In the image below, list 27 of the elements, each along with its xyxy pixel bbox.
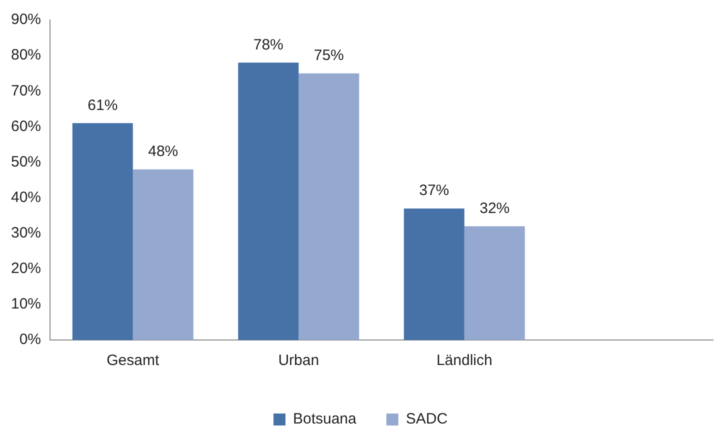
bar	[238, 62, 299, 340]
y-tick-label: 90%	[10, 11, 42, 28]
y-tick-label: 20%	[10, 260, 42, 278]
bar	[298, 73, 360, 340]
legend-label: Botsuana	[292, 410, 358, 428]
data-label: 61%	[88, 96, 118, 114]
x-tick-label: Gesamt	[106, 352, 160, 370]
bar	[464, 226, 525, 340]
data-label: 32%	[480, 200, 510, 217]
x-tick-label: Ländlich	[436, 352, 492, 370]
x-tick-label: Urban	[278, 352, 320, 370]
legend-label: SADC	[406, 410, 448, 428]
data-label: 75%	[314, 46, 344, 64]
y-tick-label: 40%	[10, 188, 42, 206]
y-tick-label: 80%	[10, 46, 42, 64]
y-tick-label: 0%	[19, 331, 42, 348]
bar	[132, 169, 194, 340]
y-tick-label: 10%	[10, 296, 42, 313]
y-tick-label: 70%	[10, 82, 42, 100]
y-tick-label: 30%	[10, 224, 42, 242]
bar	[404, 208, 464, 340]
data-label: 37%	[419, 182, 450, 200]
y-tick-label: 60%	[10, 118, 42, 135]
data-label: 78%	[253, 36, 284, 54]
data-label: 48%	[148, 142, 178, 160]
y-tick-label: 50%	[10, 153, 42, 170]
bar	[72, 123, 133, 340]
